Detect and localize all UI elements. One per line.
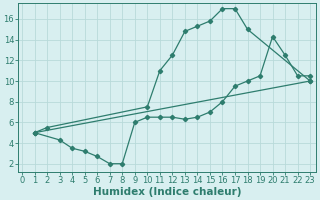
X-axis label: Humidex (Indice chaleur): Humidex (Indice chaleur) [93,187,242,197]
